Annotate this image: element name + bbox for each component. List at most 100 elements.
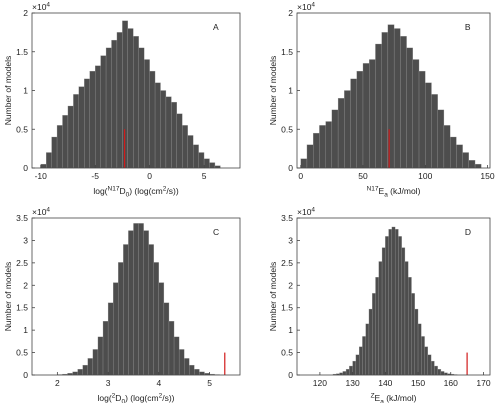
bar [113, 283, 118, 375]
bar [103, 321, 108, 375]
bar [411, 293, 414, 375]
bar [405, 262, 408, 375]
y-tick-label: 0.5 [281, 348, 293, 358]
bar [369, 60, 375, 169]
bar [188, 135, 193, 168]
label-part: 4 [311, 2, 315, 9]
x-tick-label: 5 [202, 171, 207, 181]
bar [418, 324, 421, 375]
x-tick-label: 5 [207, 378, 212, 388]
bar [84, 79, 89, 168]
bar [106, 48, 111, 168]
bar [46, 153, 51, 169]
y-tick-label: 1 [288, 325, 293, 335]
bar [98, 337, 103, 375]
bar [73, 372, 78, 375]
bar [431, 361, 434, 375]
bar [415, 309, 418, 375]
bar [164, 303, 169, 375]
bar [150, 71, 155, 168]
y-tick-label: 2 [288, 280, 293, 290]
bar [357, 71, 363, 168]
bar [171, 102, 176, 168]
bar [182, 125, 187, 168]
bar [362, 336, 365, 375]
y-tick-label: 3.5 [281, 213, 293, 223]
x-tick-label: -10 [35, 171, 48, 181]
bar [382, 248, 385, 375]
label-part: ×10 [32, 2, 47, 12]
y-multiplier: ×104 [297, 207, 315, 218]
bar [199, 153, 204, 169]
bar [338, 98, 344, 168]
bar [159, 283, 164, 375]
bar [174, 337, 179, 375]
bar [469, 160, 475, 168]
bar [184, 358, 189, 375]
bar [402, 248, 405, 375]
bar [438, 110, 444, 168]
y-tick-label: 2 [288, 8, 293, 18]
bar [441, 371, 444, 375]
bar [155, 83, 160, 168]
bar [366, 324, 369, 375]
bar [475, 164, 481, 168]
y-tick-label: 2.5 [281, 258, 293, 268]
bar [431, 94, 437, 168]
bar [343, 371, 346, 375]
bar [93, 349, 98, 375]
x-tick-label: 150 [411, 378, 425, 388]
y-tick-label: 1.5 [281, 47, 293, 57]
y-tick-label: 2.5 [16, 258, 28, 268]
y-axis-label: Number of models [268, 56, 278, 125]
bar [79, 87, 84, 168]
bar [133, 223, 138, 375]
bar [177, 114, 182, 168]
bar [319, 125, 325, 168]
label-part: ) (log(cm [125, 393, 159, 403]
x-tick-label: 170 [476, 378, 490, 388]
bar [189, 365, 194, 375]
bar [408, 277, 411, 375]
label-part: 4 [46, 2, 50, 9]
x-axis-label: ZEa (kJ/mol) [371, 393, 417, 404]
bar [395, 229, 398, 375]
x-tick-label: 0 [298, 171, 303, 181]
bar [90, 71, 95, 168]
bar [88, 358, 93, 375]
bar [379, 262, 382, 375]
y-tick-label: 0 [288, 370, 293, 380]
x-tick-label: 4 [156, 378, 161, 388]
bar [139, 223, 144, 375]
y-tick-label: 3.5 [16, 213, 28, 223]
label-part: /s)) [162, 393, 174, 403]
bar [128, 29, 133, 169]
bar [375, 44, 381, 168]
bar [413, 60, 419, 169]
bar [444, 125, 450, 168]
bar [78, 369, 83, 375]
x-tick-label: -5 [91, 171, 99, 181]
bar [123, 244, 128, 375]
bar [349, 366, 352, 375]
y-tick-label: 2 [23, 8, 28, 18]
y-tick-label: 3 [23, 235, 28, 245]
panel-label: D [465, 227, 471, 237]
bar [108, 303, 113, 375]
x-tick-label: 150 [480, 171, 494, 181]
y-tick-label: 0 [23, 163, 28, 173]
bar [62, 115, 67, 168]
bar [389, 229, 392, 375]
panel-label: A [213, 22, 219, 32]
bar [301, 159, 307, 168]
y-axis-label: Number of models [268, 262, 278, 331]
bar [425, 347, 428, 375]
bar [450, 137, 456, 168]
x-tick-label: 50 [358, 171, 368, 181]
y-tick-label: 0 [288, 163, 293, 173]
y-tick-label: 0 [23, 370, 28, 380]
bar [438, 369, 441, 375]
bar [369, 309, 372, 375]
y-tick-label: 2 [23, 280, 28, 290]
